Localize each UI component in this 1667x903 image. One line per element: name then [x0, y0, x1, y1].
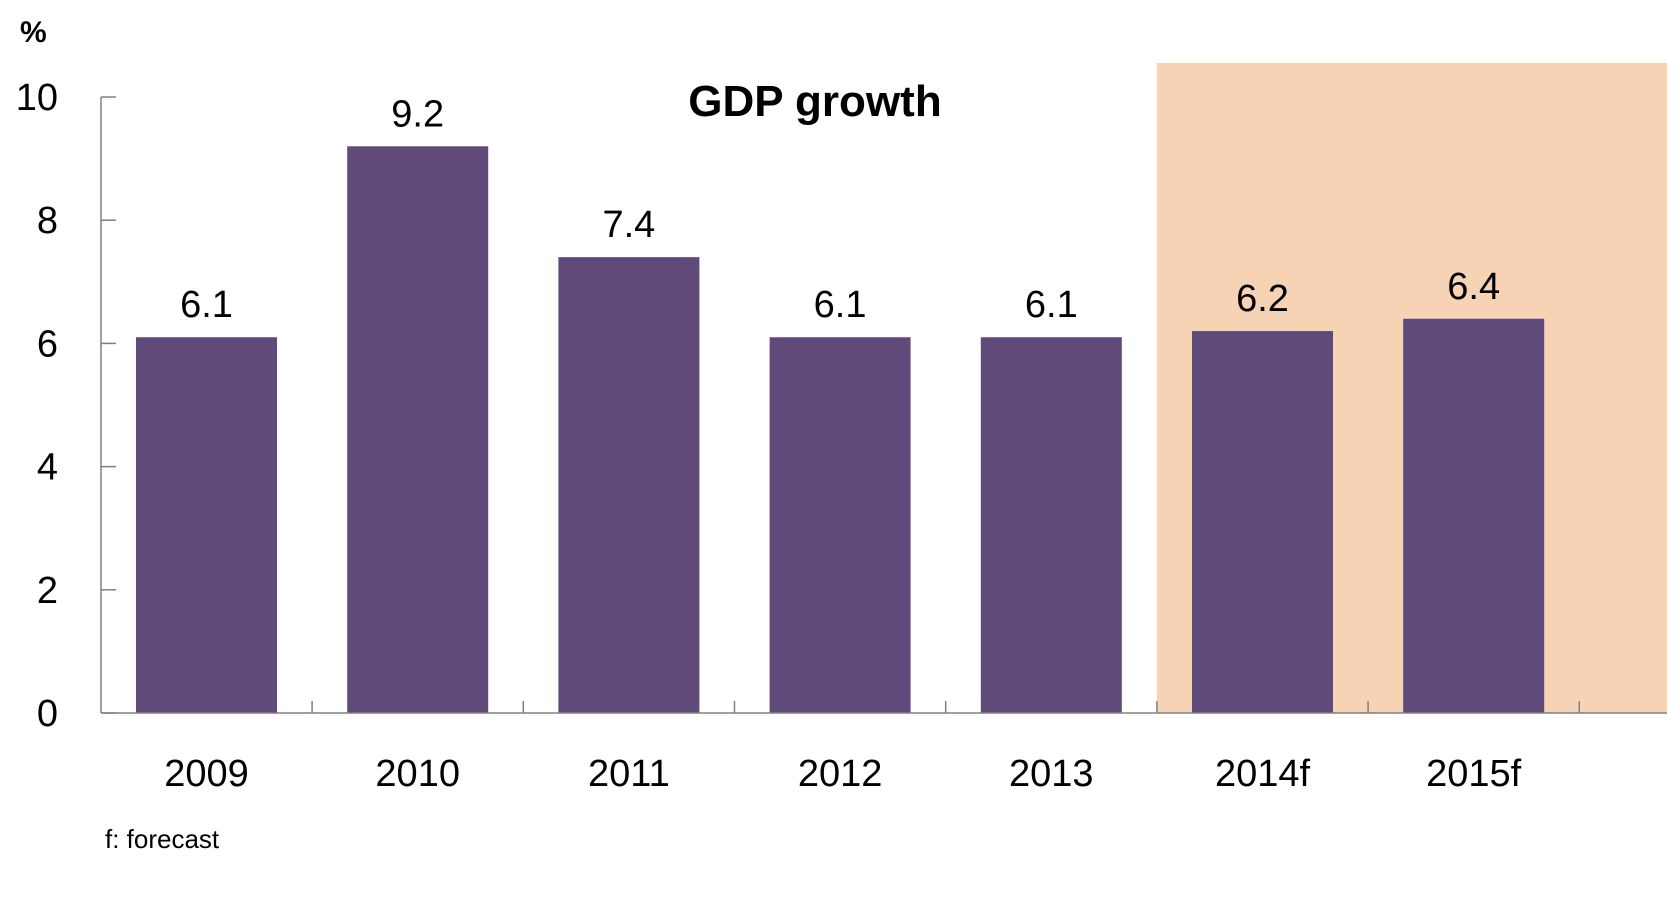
data-label-2014f: 6.2: [1236, 278, 1289, 320]
x-tick-label: 2015f: [1426, 753, 1522, 795]
x-tick-label: 2013: [1009, 753, 1094, 795]
data-label-2012: 6.1: [814, 284, 867, 326]
chart-title: GDP growth: [688, 77, 941, 126]
data-label-2011: 7.4: [602, 204, 655, 246]
y-unit-label: %: [20, 16, 47, 49]
forecast-note: f: forecast: [105, 824, 220, 854]
bar-2014f: [1192, 331, 1333, 713]
bar-2009: [136, 337, 277, 713]
data-labels-group: 6.1 9.2 7.4 6.1 6.1 6.2 6.4: [180, 93, 1500, 326]
bar-2015f: [1403, 318, 1545, 713]
bars-group: [136, 146, 1545, 713]
y-tick-label: 2: [37, 570, 58, 612]
bar-2013: [980, 337, 1122, 713]
bar-2010: [347, 146, 489, 713]
data-label-2013: 6.1: [1025, 284, 1078, 326]
y-ticks-group: 0 2 4 6 8 10: [16, 77, 116, 735]
x-ticks-group: 2009 2010 2011 2012 2013 2014f 2015f: [164, 701, 1581, 795]
y-tick-label: 4: [37, 447, 58, 489]
x-tick-label: 2012: [798, 753, 883, 795]
data-label-2009: 6.1: [180, 284, 233, 326]
data-label-2015f: 6.4: [1447, 266, 1500, 308]
y-tick-label: 6: [37, 323, 58, 365]
x-tick-label: 2009: [164, 753, 249, 795]
bar-2012: [769, 337, 911, 713]
y-tick-label: 0: [37, 693, 58, 735]
y-tick-label: 8: [37, 200, 58, 242]
x-tick-label: 2011: [588, 753, 670, 795]
x-tick-label: 2010: [375, 753, 460, 795]
bar-2011: [558, 257, 700, 713]
y-tick-label: 10: [16, 77, 58, 119]
data-label-2010: 9.2: [391, 93, 444, 135]
x-tick-label: 2014f: [1215, 753, 1311, 795]
